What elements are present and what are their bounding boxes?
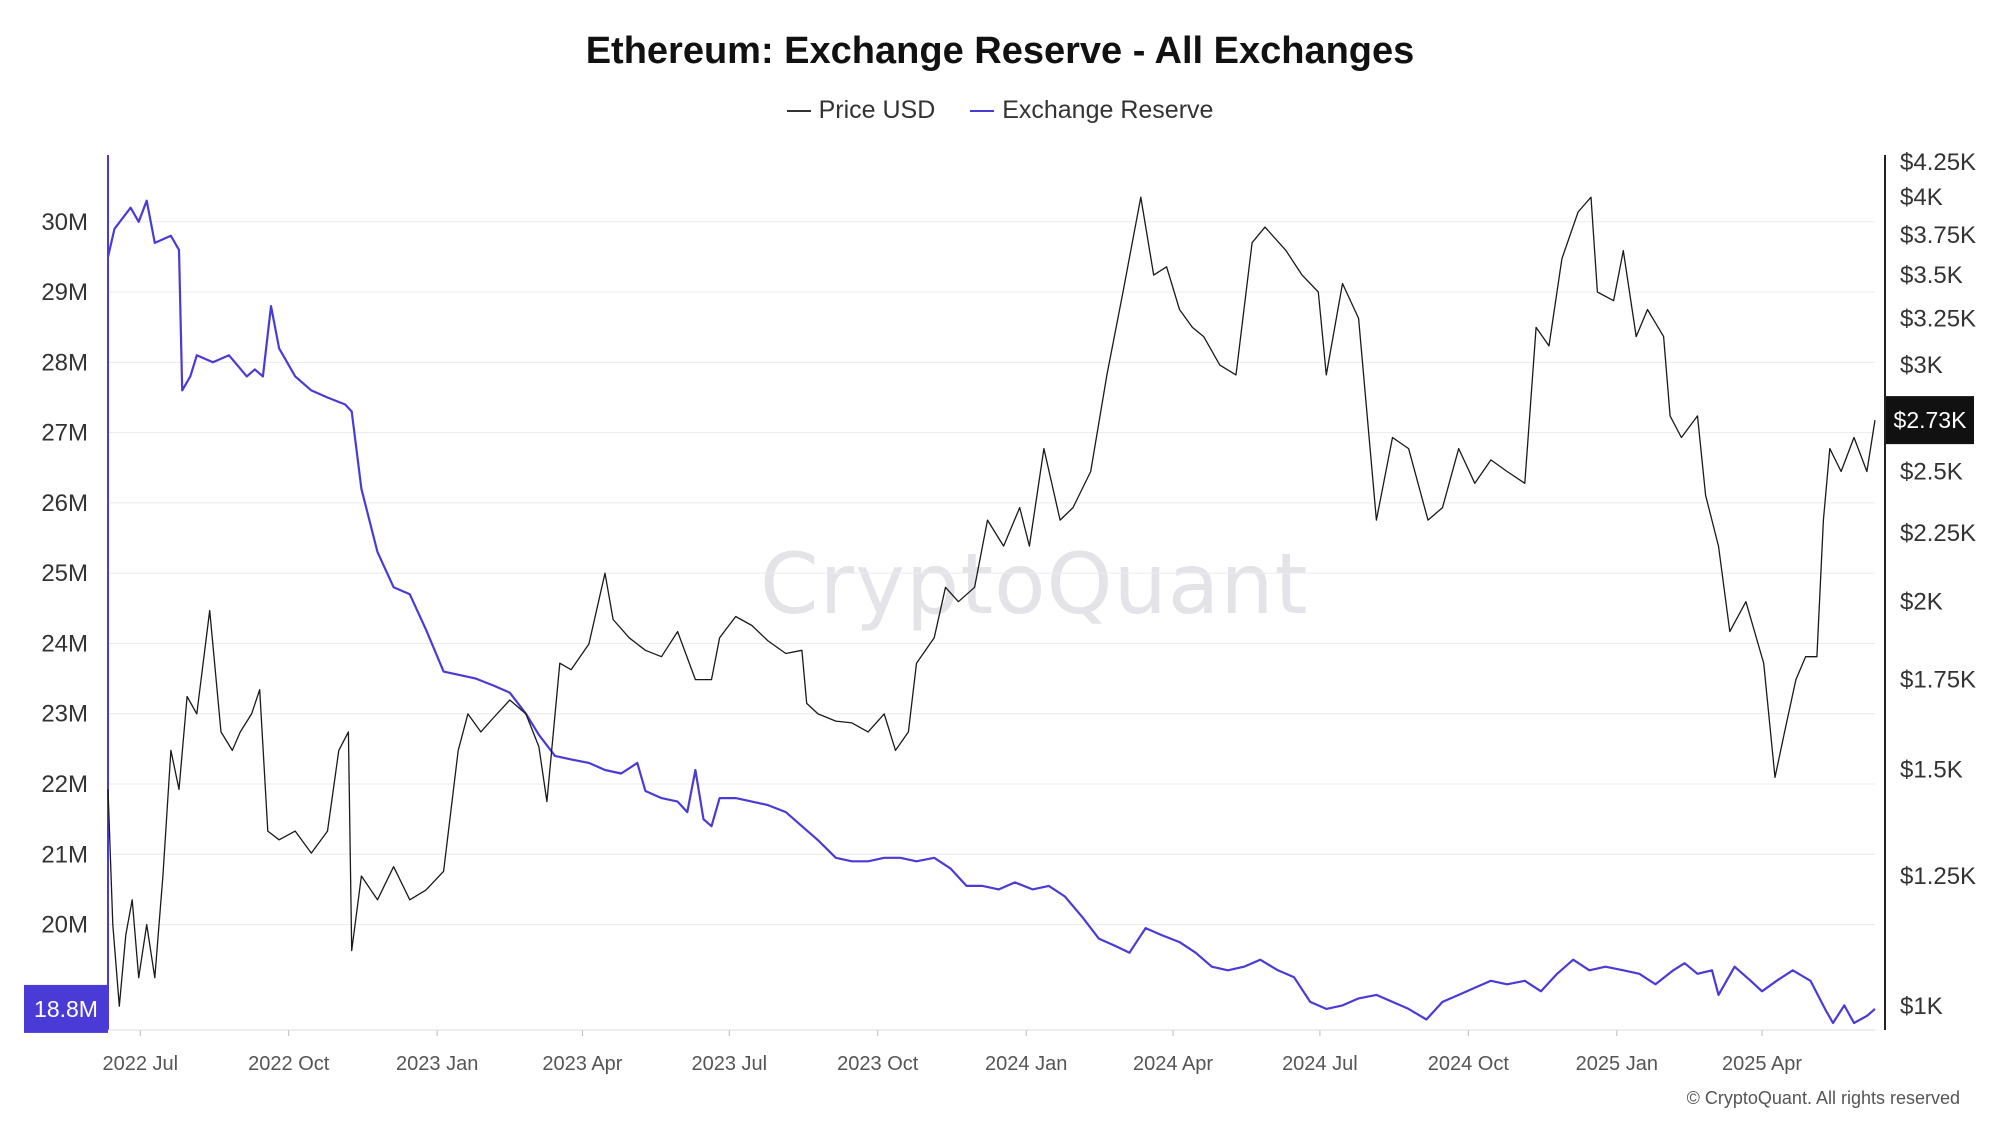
legend-item-reserve[interactable]: Exchange Reserve xyxy=(970,96,1213,125)
y-right-tick-label: $2K xyxy=(1900,589,1943,616)
y-right-tick-label: $3.25K xyxy=(1900,305,1976,332)
series-line-exchange-reserve xyxy=(106,199,1876,1025)
y-left-tick-label: 24M xyxy=(41,630,88,657)
series-line-price-usd xyxy=(107,196,1876,1007)
badge-reserve-bg xyxy=(24,984,108,1033)
badge-price-bg xyxy=(1886,396,1974,445)
y-left-tick-label: 29M xyxy=(41,279,88,306)
legend-item-price[interactable]: Price USD xyxy=(786,96,936,125)
badge-reserve-value: 18.8M xyxy=(34,996,98,1022)
x-tick-label: 2022 Jul xyxy=(102,1053,178,1075)
x-tick-label: 2024 Apr xyxy=(1133,1053,1213,1075)
y-right-tick-label: $4K xyxy=(1900,184,1943,211)
chart-title: Ethereum: Exchange Reserve - All Exchang… xyxy=(585,30,1415,72)
copyright-text: © CryptoQuant. All rights reserved xyxy=(1686,1088,1960,1108)
y-right-tick-label: $1.75K xyxy=(1900,667,1976,694)
legend-swatch-price xyxy=(786,110,811,113)
x-tick-label: 2022 Oct xyxy=(248,1053,330,1075)
badge-price-value: $2.73K xyxy=(1894,407,1968,433)
x-tick-label: 2024 Jan xyxy=(985,1053,1067,1075)
x-tick-label: 2024 Oct xyxy=(1428,1053,1510,1075)
y-right-tick-label: $1.5K xyxy=(1900,757,1963,784)
y-right-tick-label: $3K xyxy=(1900,352,1943,379)
x-tick-label: 2023 Jul xyxy=(691,1053,767,1075)
legend-label-price: Price USD xyxy=(818,96,936,124)
legend-label-reserve: Exchange Reserve xyxy=(1002,96,1214,124)
x-tick-label: 2025 Apr xyxy=(1722,1053,1802,1075)
legend-swatch-reserve xyxy=(970,110,995,113)
x-tick-label: 2024 Jul xyxy=(1282,1053,1358,1075)
x-tick-label: 2023 Oct xyxy=(837,1053,919,1075)
y-left-tick-label: 28M xyxy=(41,349,88,376)
y-left-tick-label: 20M xyxy=(41,912,88,939)
y-right-tick-label: $4.25K xyxy=(1900,149,1976,176)
y-left-tick-label: 22M xyxy=(41,771,88,798)
y-right-tick-label: $2.5K xyxy=(1900,458,1963,485)
watermark: CryptoQuant xyxy=(760,535,1309,633)
y-left-tick-label: 26M xyxy=(41,490,88,517)
y-left-tick-label: 23M xyxy=(41,701,88,728)
x-tick-label: 2023 Apr xyxy=(542,1053,622,1075)
y-left-tick-label: 21M xyxy=(41,841,88,868)
y-left-tick-label: 25M xyxy=(41,560,88,587)
y-right-tick-label: $3.5K xyxy=(1900,262,1963,289)
y-left-tick-label: 27M xyxy=(41,420,88,447)
x-tick-label: 2025 Jan xyxy=(1576,1053,1658,1075)
x-tick-label: 2023 Jan xyxy=(396,1053,478,1075)
chart-legend: Price USD Exchange Reserve xyxy=(0,96,2000,125)
y-right-tick-label: $1K xyxy=(1900,993,1943,1020)
y-right-tick-label: $3.75K xyxy=(1900,222,1976,249)
y-right-tick-label: $1.25K xyxy=(1900,863,1976,890)
y-right-tick-label: $2.25K xyxy=(1900,520,1976,547)
y-left-tick-label: 30M xyxy=(41,209,88,236)
